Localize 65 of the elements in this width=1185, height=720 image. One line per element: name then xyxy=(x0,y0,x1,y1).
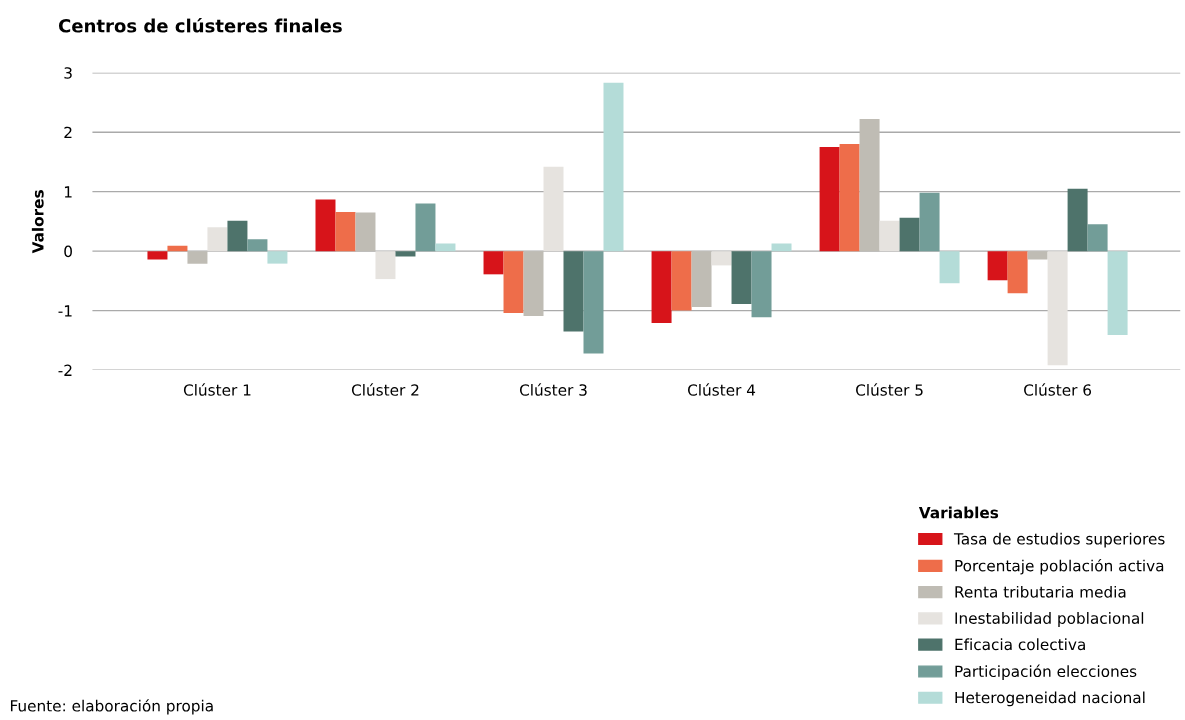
bar xyxy=(207,227,228,252)
bar xyxy=(435,243,456,252)
bar xyxy=(523,251,544,316)
bar xyxy=(227,220,248,252)
bar xyxy=(1007,251,1028,294)
legend-label: Renta tributaria media xyxy=(955,585,1126,598)
bar xyxy=(671,251,692,311)
bar xyxy=(247,239,268,252)
y-tick-label: -1 xyxy=(58,305,72,317)
bar xyxy=(395,251,416,257)
legend-title: Variables xyxy=(918,506,999,519)
y-tick-label: 3 xyxy=(64,67,72,79)
bar xyxy=(1107,251,1128,335)
bar xyxy=(1047,251,1068,366)
y-tick-label: -2 xyxy=(58,364,72,376)
bar xyxy=(1067,188,1088,252)
y-tick-label: 2 xyxy=(64,126,72,138)
legend-label: Heterogeneidad nacional xyxy=(955,691,1145,707)
bar xyxy=(583,251,604,354)
y-tick-label: 1 xyxy=(64,186,72,198)
bar xyxy=(771,243,792,252)
bar xyxy=(187,251,208,264)
bar xyxy=(1027,251,1048,260)
chart-title: Centros de clústeres finales xyxy=(58,17,342,33)
bar xyxy=(483,251,504,275)
bar xyxy=(167,245,188,252)
bar xyxy=(859,119,880,252)
bar xyxy=(603,82,624,252)
legend-label: Participación elecciones xyxy=(955,664,1137,681)
bar xyxy=(879,220,900,252)
bar xyxy=(563,251,584,332)
bar xyxy=(899,217,920,252)
legend-label: Porcentaje población activa xyxy=(955,559,1164,575)
bar xyxy=(751,251,772,318)
bar xyxy=(355,212,376,252)
bar xyxy=(503,251,524,313)
bar xyxy=(147,251,168,260)
bar xyxy=(711,251,732,266)
legend-label: Tasa de estudios superiores xyxy=(953,532,1165,548)
x-tick-label: Clúster 2 xyxy=(351,383,419,396)
x-tick-label: Clúster 1 xyxy=(183,383,251,396)
bar xyxy=(267,251,288,264)
x-tick-label: Clúster 5 xyxy=(856,383,923,396)
bar xyxy=(375,251,396,280)
legend-label: Eficacia colectiva xyxy=(955,638,1085,651)
bar xyxy=(839,144,860,252)
bar xyxy=(987,251,1008,281)
bar xyxy=(315,199,336,252)
x-tick-label: Clúster 4 xyxy=(687,383,756,396)
bar xyxy=(335,211,356,252)
bar xyxy=(1087,224,1108,252)
source-note: Fuente: elaboración propia xyxy=(10,699,213,715)
bar xyxy=(919,192,940,252)
bar xyxy=(819,147,840,252)
bar xyxy=(731,251,752,305)
legend-label: Inestabilidad poblacional xyxy=(955,612,1144,627)
x-tick-label: Clúster 6 xyxy=(1024,383,1092,396)
bar xyxy=(543,166,564,252)
bar xyxy=(651,251,672,324)
bar xyxy=(415,203,436,252)
x-tick-label: Clúster 3 xyxy=(519,383,587,396)
bar xyxy=(691,251,712,308)
bar xyxy=(939,251,960,284)
y-tick-label: 0 xyxy=(64,245,72,258)
y-axis-title: Valores xyxy=(31,190,44,254)
